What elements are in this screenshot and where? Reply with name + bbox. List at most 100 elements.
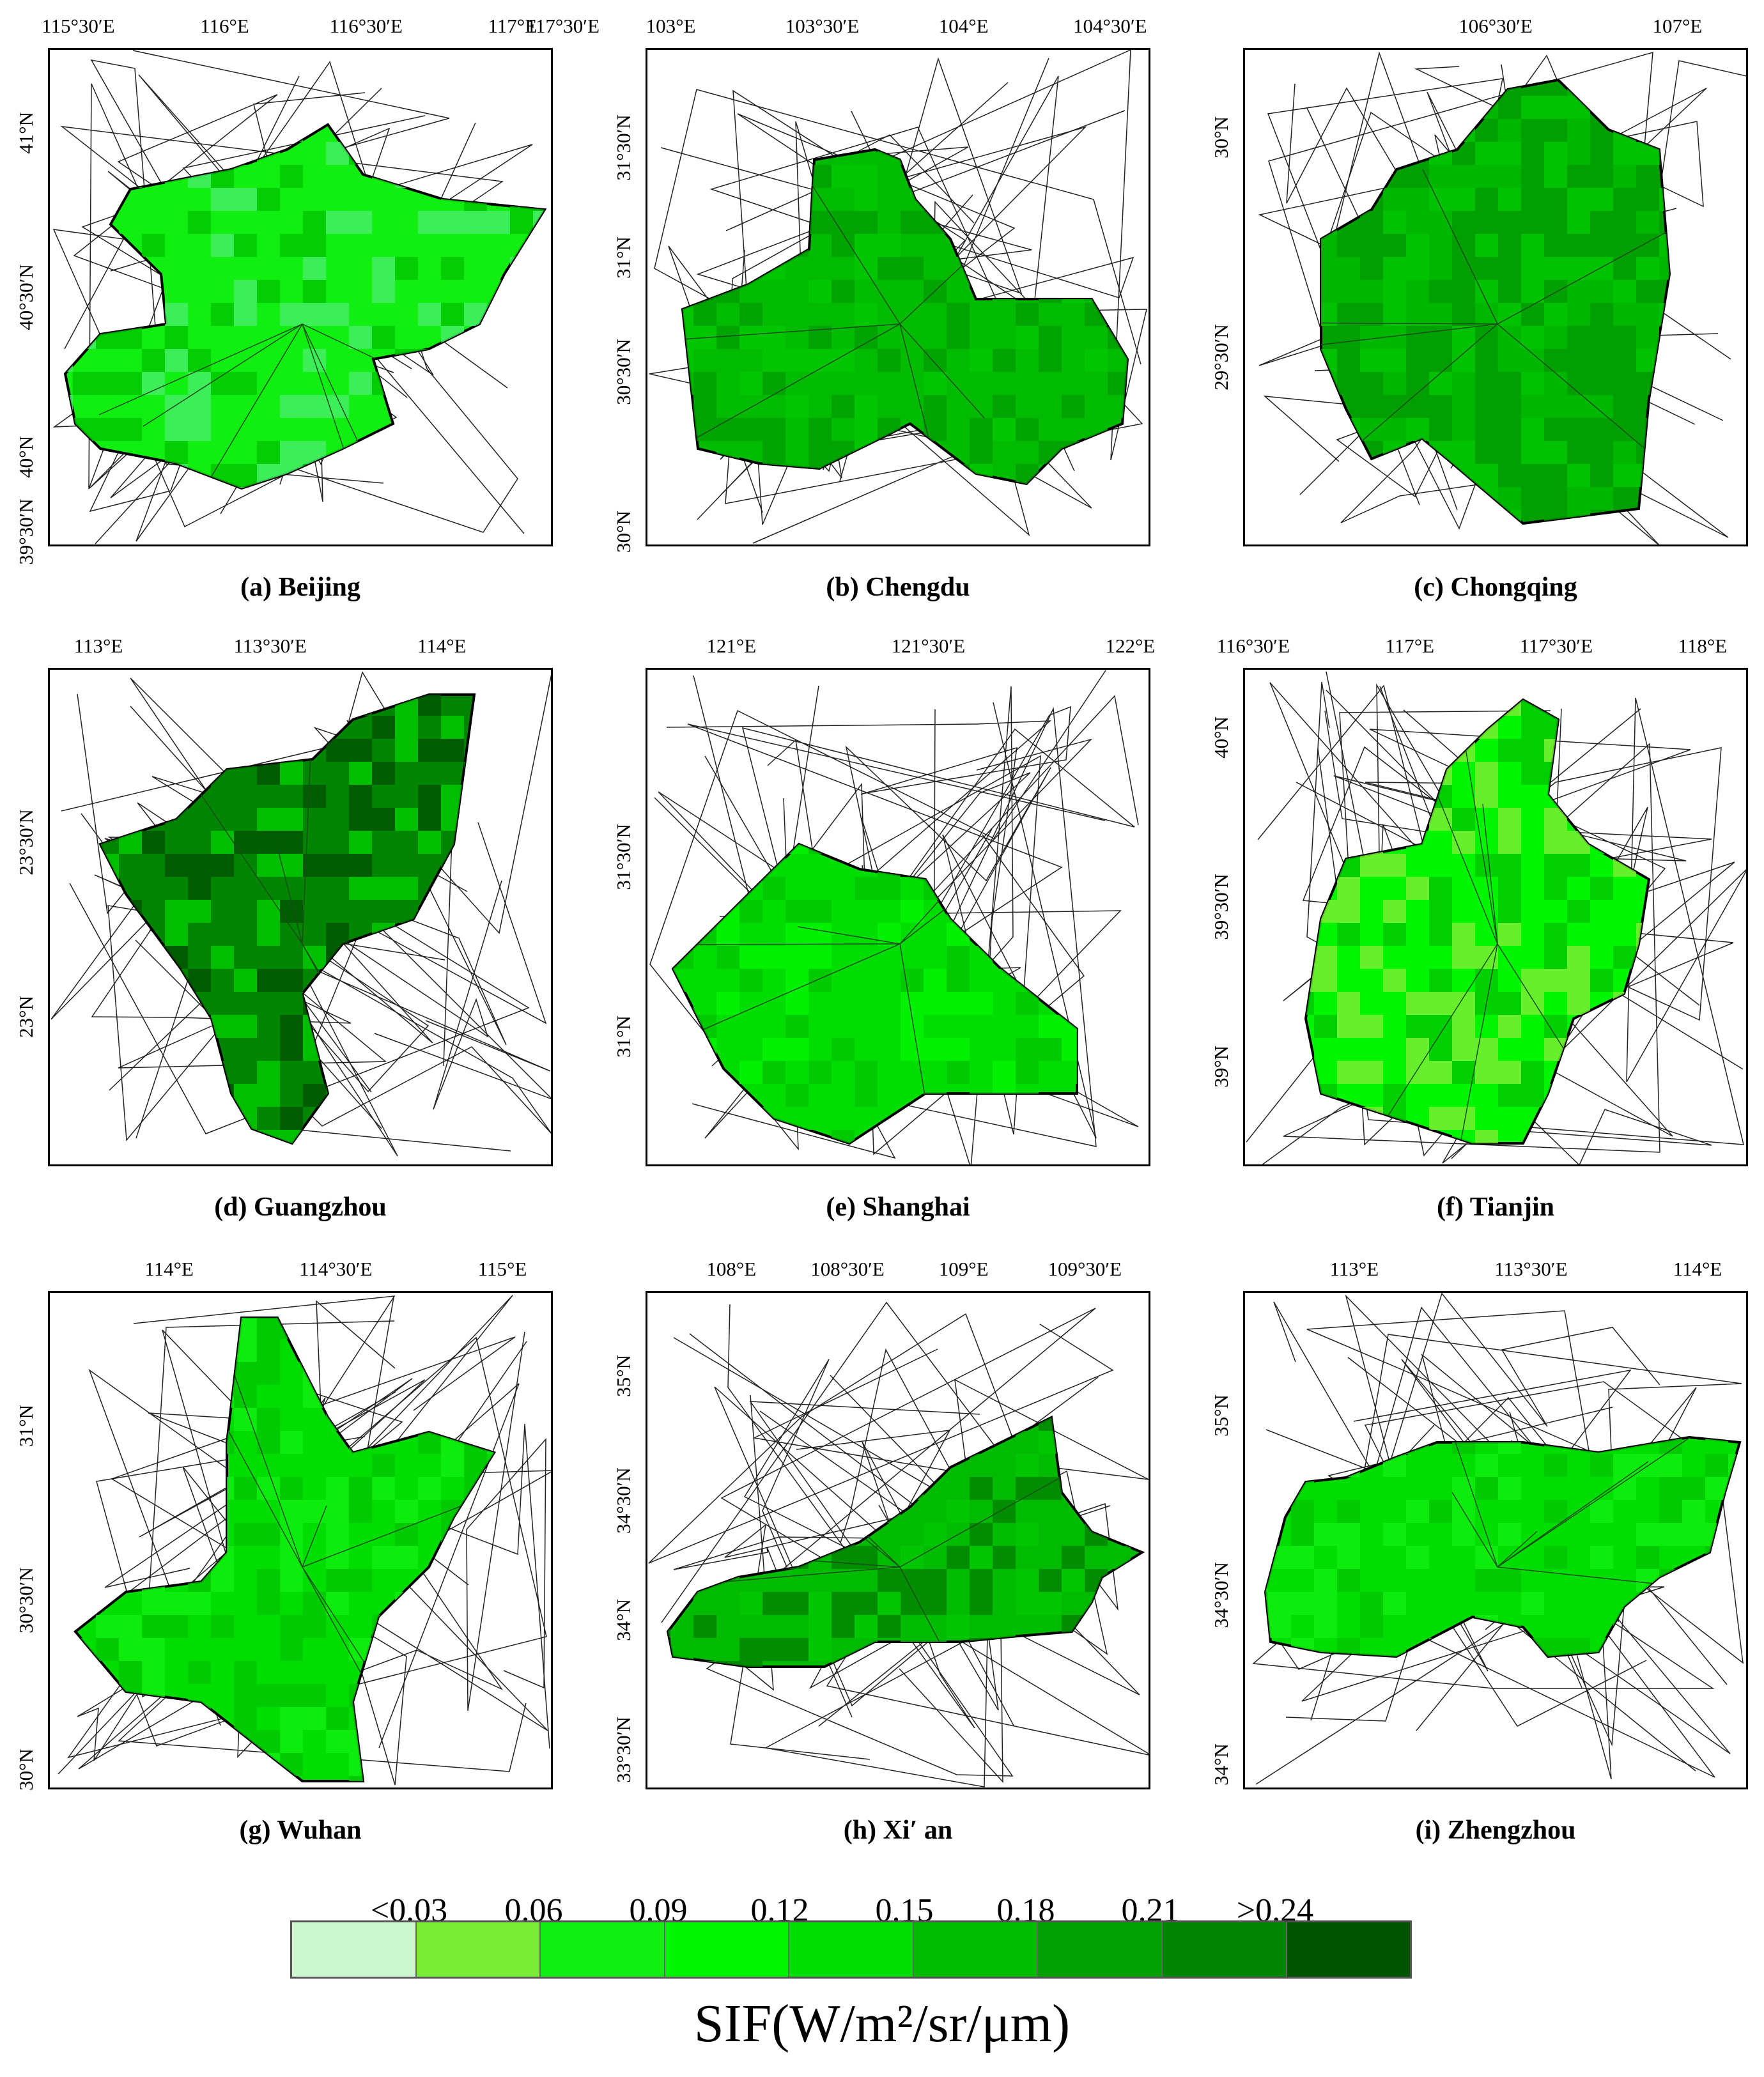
sif-pixel	[1475, 234, 1498, 257]
sif-pixel	[119, 1153, 142, 1166]
sif-pixel	[762, 693, 785, 716]
sif-pixel	[924, 1153, 947, 1166]
sif-pixel	[1131, 808, 1150, 831]
sif-pixel	[1131, 1477, 1142, 1500]
sif-pixel	[832, 716, 855, 739]
sif-pixel	[1406, 234, 1429, 257]
sif-pixel	[808, 395, 832, 418]
sif-pixel	[1728, 96, 1748, 119]
sif-pixel	[1544, 50, 1567, 73]
sif-pixel	[1475, 1107, 1498, 1130]
sif-pixel	[901, 510, 924, 533]
sif-pixel	[464, 303, 487, 326]
map-frame	[1243, 668, 1748, 1166]
sif-pixel	[762, 372, 785, 395]
sif-pixel	[1475, 1153, 1498, 1166]
sif-pixel	[1659, 257, 1669, 280]
sif-pixel	[1705, 1339, 1728, 1362]
sif-pixel	[901, 716, 924, 739]
sif-pixel	[1314, 1615, 1337, 1638]
latitude-tick-label: 39°30′N	[1210, 874, 1232, 941]
sif-pixel	[395, 1454, 418, 1477]
sif-pixel	[1613, 1316, 1636, 1339]
sif-pixel	[418, 487, 441, 488]
sif-pixel	[349, 326, 372, 349]
sif-pixel	[326, 1546, 349, 1569]
sif-pixel	[234, 1684, 257, 1707]
sif-pixel	[1291, 670, 1314, 693]
sif-pixel	[993, 418, 1016, 441]
sif-pixel	[716, 1385, 739, 1408]
sif-pixel	[280, 1362, 303, 1385]
sif-pixel	[739, 1293, 762, 1316]
sif-pixel	[1062, 1707, 1085, 1730]
sif-pixel	[487, 716, 510, 739]
sif-pixel	[1383, 923, 1406, 946]
sif-pixel	[1085, 96, 1108, 119]
sif-pixel	[878, 280, 901, 303]
longitude-tick-label: 117°30′E	[526, 15, 600, 37]
sif-pixel	[1705, 969, 1728, 992]
sif-pixel	[1406, 1753, 1429, 1776]
district-boundary-line	[1321, 323, 1498, 351]
sif-pixel	[1429, 1546, 1452, 1569]
sif-pixel	[668, 1546, 670, 1569]
sif-pixel	[1108, 1592, 1131, 1615]
sif-pixel	[1321, 464, 1337, 487]
sif-pixel	[441, 142, 464, 165]
sif-pixel	[395, 533, 418, 546]
sif-pixel	[1016, 441, 1039, 464]
sif-pixel	[693, 1592, 716, 1615]
sif-pixel	[1314, 670, 1337, 693]
sif-pixel	[1291, 326, 1314, 349]
sif-pixel	[211, 877, 234, 900]
sif-pixel	[647, 1362, 670, 1385]
sif-pixel	[372, 1615, 395, 1638]
sif-pixel	[808, 280, 832, 303]
sif-pixel	[1567, 969, 1590, 992]
sif-pixel	[1613, 1130, 1636, 1143]
sif-pixel	[50, 1546, 73, 1569]
sif-pixel	[1265, 1437, 1268, 1454]
sif-pixel	[280, 50, 303, 73]
sif-pixel	[372, 670, 395, 693]
sif-pixel	[1245, 1084, 1268, 1107]
sif-pixel	[1383, 280, 1406, 303]
sif-pixel	[165, 142, 188, 165]
sif-pixel	[1659, 1477, 1682, 1500]
sif-pixel	[349, 1776, 372, 1781]
sif-pixel	[326, 487, 349, 488]
sif-pixel	[487, 326, 510, 349]
sif-pixel	[878, 1615, 901, 1638]
sif-pixel	[234, 464, 257, 487]
sif-pixel	[1498, 464, 1521, 487]
sif-pixel	[510, 877, 533, 900]
sif-pixel	[1291, 1408, 1314, 1431]
sif-pixel	[970, 150, 993, 165]
sif-pixel	[647, 1684, 670, 1707]
sif-pixel	[1131, 739, 1150, 762]
sif-pixel	[808, 693, 832, 716]
sif-pixel	[257, 854, 280, 877]
sif-pixel	[1360, 1316, 1383, 1339]
longitude-tick-label: 121°E	[706, 635, 757, 657]
sif-pixel	[1314, 1776, 1337, 1789]
sif-pixel	[303, 992, 326, 1015]
sif-pixel	[670, 1569, 693, 1592]
sif-pixel	[441, 854, 464, 877]
sif-pixel	[1682, 1153, 1705, 1166]
sif-pixel	[1498, 188, 1521, 211]
sif-pixel	[464, 211, 487, 234]
sif-pixel	[234, 1523, 257, 1546]
sif-pixel	[211, 1153, 234, 1166]
sif-pixel	[1705, 1638, 1728, 1656]
sif-pixel	[785, 946, 808, 969]
sif-pixel	[762, 349, 785, 372]
sif-pixel	[1521, 188, 1544, 211]
sif-pixel	[188, 1339, 211, 1362]
sif-pixel	[1337, 1546, 1360, 1569]
sif-pixel	[762, 1417, 785, 1431]
sif-pixel	[855, 533, 878, 546]
sif-pixel	[1613, 165, 1636, 188]
sif-pixel	[1567, 395, 1590, 418]
